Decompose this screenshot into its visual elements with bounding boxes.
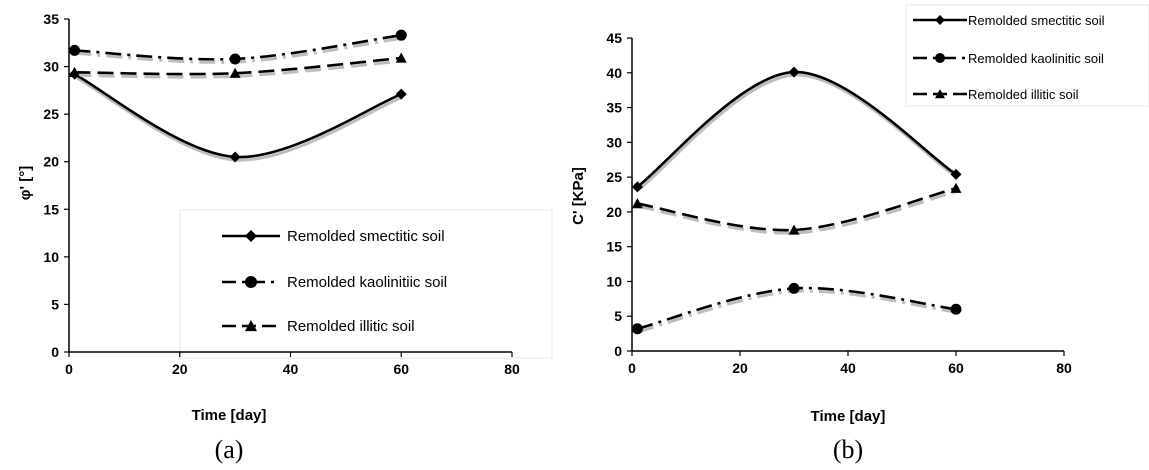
panel-a-series-0-line [73,73,402,159]
panel-a-series-2-line [74,56,402,76]
panel-a-plot-area: 0 20 40 60 80 0 5 10 15 20 25 30 35 Remolded smectiti… [43,11,553,377]
panel-a-series-2-point-0 [69,66,81,77]
panel-b-x-tick-label: 80 [1056,360,1072,376]
panel-b-y-axis-title: C' [KPa] [570,167,587,225]
panel-a-y-tick-label: 15 [43,201,59,217]
panel-b-y-tick-label: 40 [606,65,622,81]
panel-a-legend-label-1: Remolded kaolinitiic soil [287,274,447,291]
panel-b-legend-marker-1 [935,53,945,63]
panel-a-x-tick-label: 20 [172,361,188,377]
panel-a-legend-marker-0 [245,230,257,242]
panel-a-legend-box [179,209,553,359]
panel-a-x-tick-label: 80 [504,361,520,377]
panel-b-legend-label-1: Remolded kaolinitic soil [968,51,1104,66]
panel-a-y-tick-label: 30 [43,59,59,75]
panel-a-y-axis-title: φ' [°] [17,166,34,200]
panel-b-y-tick-label: 5 [614,308,622,324]
panel-b-series-2-point-1 [788,224,800,235]
panel-b-legend-label-2: Remolded illitic soil [968,87,1079,102]
panel-a-y-tick-label: 25 [43,106,59,122]
panel-b-y-tick-label: 0 [614,343,622,359]
panel-a-y-tick-label: 35 [43,11,59,27]
panel-b-series-2-line [637,186,957,232]
panel-b-series-1-point-0 [631,323,643,335]
panel-a-legend-label-2: Remolded illitic soil [287,318,415,335]
panel-a-y-tick-label: 0 [51,344,59,360]
panel-a-series-1-point-0 [69,44,81,56]
panel-a-series-2-point-1 [229,67,241,78]
panel-a-series-1-point-2 [395,29,407,41]
panel-b-series-0-point-1 [788,66,800,78]
panel-b-y-tick-label: 35 [606,100,622,116]
panel-b-y-tick-label: 15 [606,239,622,255]
panel-a-x-tick-label: 0 [65,361,73,377]
panel-a-legend-label-0: Remolded smectitic soil [287,228,445,245]
panel-a-x-tick-label: 60 [393,361,409,377]
panel-a-y-tick-label: 20 [43,154,59,170]
panel-b-x-tick-label: 40 [840,360,856,376]
panel-b-legend-label-0: Remolded smectitic soil [968,13,1105,28]
panel-b-plot-area: 0 20 40 60 80 0 5 10 15 20 25 30 35 40 45 Remolded smec… [606,4,1149,376]
panel-b-legend-marker-2 [935,89,945,99]
panel-b-legend-marker-0 [935,15,945,25]
panel-b-series-1-shadow [638,289,958,334]
panel-b-legend-box [905,4,1149,107]
panel-b-series-1-line [637,286,957,331]
panel-a-legend-marker-2 [245,320,257,332]
panel-b-series-2-point-2 [950,182,962,193]
panel-b-series-0-point-0 [631,181,643,193]
panel-b-y-tick-label: 30 [606,134,622,150]
panel-b: 0 20 40 60 80 0 5 10 15 20 25 30 35 40 45 Remolded smec… [570,4,1149,464]
panel-a-x-axis-title: Time [day] [192,407,267,424]
panel-a-caption: (a) [215,435,244,464]
panel-a-series-0-point-2 [395,88,407,100]
panel-a: 0 20 40 60 80 0 5 10 15 20 25 30 35 Remolded smectiti… [17,11,553,464]
panel-a-x-tick-label: 40 [283,361,299,377]
panel-b-caption: (b) [833,435,863,464]
panel-b-y-tick-label: 45 [606,30,622,46]
panel-b-series-1-point-2 [950,303,962,315]
panel-a-series-2-shadow [75,59,403,79]
panel-a-y-tick-label: 5 [51,296,59,312]
panel-b-series-2-shadow [638,189,958,235]
panel-b-x-tick-label: 60 [948,360,964,376]
panel-b-y-tick-label: 25 [606,169,622,185]
panel-b-x-tick-label: 20 [732,360,748,376]
panel-b-y-tick-label: 20 [606,204,622,220]
panel-a-series-0-point-1 [229,151,241,163]
panel-b-x-axis-title: Time [day] [811,408,886,425]
panel-b-series-2-point-0 [631,198,643,209]
panel-a-y-tick-label: 10 [43,249,59,265]
panel-a-series-1-point-1 [229,53,241,65]
panel-a-series-2-point-2 [395,52,407,63]
panel-a-legend-marker-1 [245,276,257,288]
panel-b-series-0-point-2 [950,168,962,180]
panel-b-y-tick-label: 10 [606,273,622,289]
panel-b-series-1-point-1 [788,282,800,294]
panel-b-x-tick-label: 0 [628,360,636,376]
